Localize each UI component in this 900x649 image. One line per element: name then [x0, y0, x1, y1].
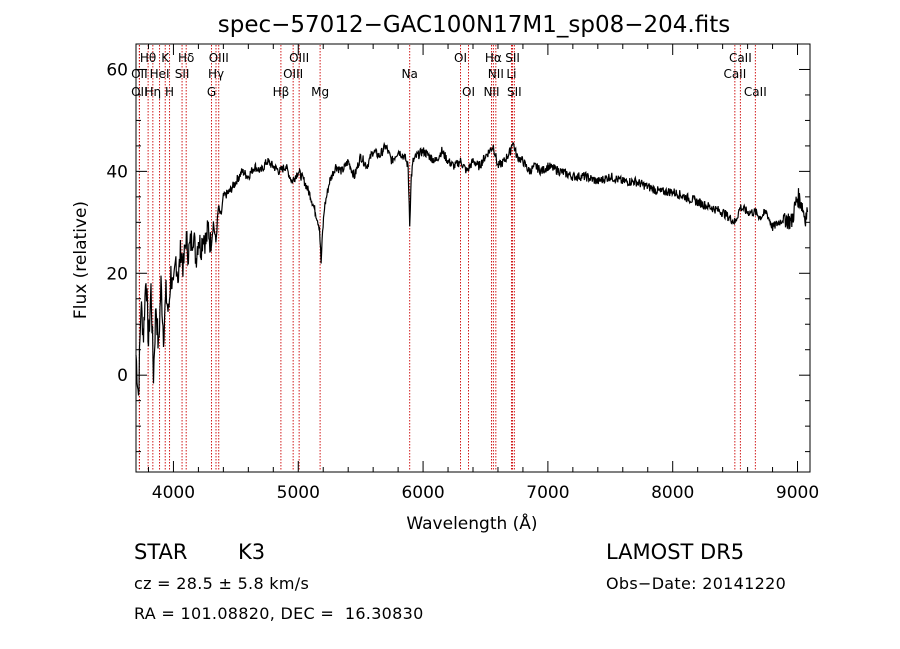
- plot-frame: [135, 43, 811, 473]
- line-label: Hγ: [208, 67, 224, 81]
- x-tick-label: 9000: [776, 483, 819, 503]
- line-label: Hθ: [140, 51, 156, 65]
- y-axis-label: Flux (relative): [71, 201, 91, 319]
- line-label: SII: [505, 51, 520, 65]
- line-label: K: [161, 51, 170, 65]
- x-axis-label: Wavelength (Å): [406, 512, 537, 534]
- x-tick-label: 6000: [401, 483, 444, 503]
- line-label: OIII: [283, 67, 303, 81]
- spectral-subclass: K3: [238, 540, 266, 564]
- line-label: CaII: [729, 51, 752, 65]
- line-label: OIII: [209, 51, 229, 65]
- coordinates-readout: RA = 101.08820, DEC = 16.30830: [134, 604, 424, 623]
- line-label: Mg: [311, 85, 329, 99]
- x-axis: 4000 5000 6000 7000 8000 9000: [147, 44, 819, 503]
- x-tick-label: 4000: [152, 483, 195, 503]
- line-label: Hδ: [178, 51, 194, 65]
- line-label: NII: [488, 67, 504, 81]
- line-label: CaII: [744, 85, 767, 99]
- spectrum-series-line: [135, 141, 809, 396]
- line-label: Na: [402, 67, 418, 81]
- line-label: SII: [175, 67, 190, 81]
- line-label: NII: [483, 85, 499, 99]
- line-label: Hα: [485, 51, 502, 65]
- line-label: H: [165, 85, 174, 99]
- x-tick-label: 8000: [651, 483, 694, 503]
- line-label: CaII: [723, 67, 746, 81]
- line-label: HeI: [150, 67, 170, 81]
- y-tick-label: 40: [106, 162, 128, 182]
- line-label: SII: [507, 85, 522, 99]
- line-label: OII: [131, 67, 148, 81]
- y-tick-label: 0: [117, 366, 128, 386]
- line-label: OI: [462, 85, 475, 99]
- line-label: Li: [506, 67, 516, 81]
- chart-title: spec−57012−GAC100N17M1_sp08−204.fits: [218, 12, 730, 38]
- x-tick-label: 7000: [526, 483, 569, 503]
- observation-date: Obs−Date: 20141220: [606, 574, 787, 593]
- object-class: STAR: [134, 540, 188, 564]
- survey-name: LAMOST DR5: [606, 540, 745, 564]
- redshift-readout: cz = 28.5 ± 5.8 km/s: [134, 574, 310, 593]
- y-tick-label: 60: [106, 60, 128, 80]
- x-tick-label: 5000: [277, 483, 320, 503]
- line-label: Hβ: [273, 85, 290, 99]
- y-tick-label: 20: [106, 264, 128, 284]
- line-label: Hη: [145, 85, 162, 99]
- line-label: OII: [131, 85, 148, 99]
- line-label: OI: [454, 51, 467, 65]
- line-label: G: [207, 85, 216, 99]
- spectral-line-markers: [138, 45, 756, 471]
- line-label: OIII: [289, 51, 309, 65]
- y-axis: 0 20 40 60: [106, 43, 810, 453]
